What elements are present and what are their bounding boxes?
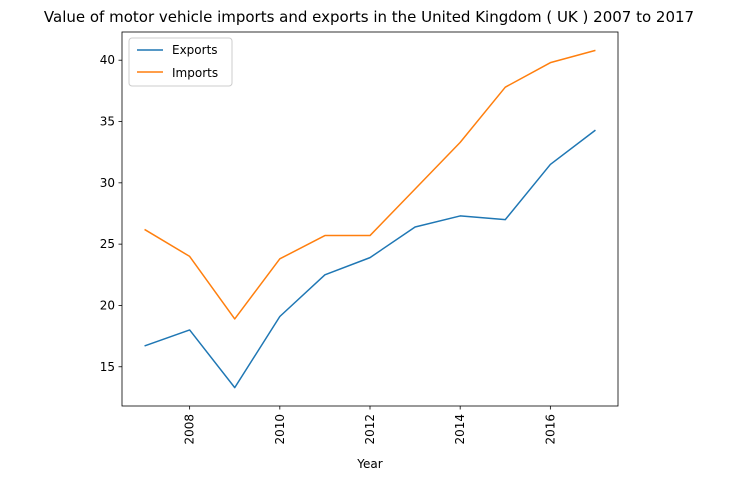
x-tick-label: 2010 (273, 414, 287, 445)
x-tick-label: 2008 (183, 414, 197, 445)
y-tick-label: 40 (100, 53, 115, 67)
plot-area (121, 31, 619, 407)
chart-title: Value of motor vehicle imports and expor… (44, 8, 694, 26)
x-axis-label: Year (356, 457, 382, 471)
x-tick-label: 2016 (543, 414, 557, 445)
y-axis: 15 20 25 30 35 40 (100, 53, 122, 374)
y-tick-label: 30 (100, 176, 115, 190)
x-tick-label: 2012 (363, 414, 377, 445)
x-axis: 2008 2010 2012 2014 2016 (183, 406, 557, 445)
legend-label-imports: Imports (172, 66, 218, 80)
series-layer (144, 49, 596, 389)
x-tick-label: 2014 (453, 414, 467, 445)
y-tick-label: 20 (100, 298, 115, 312)
y-tick-label: 25 (100, 237, 115, 251)
series-line-imports (144, 49, 596, 320)
legend-label-exports: Exports (172, 43, 218, 57)
y-tick-label: 15 (100, 360, 115, 374)
series-line-exports (144, 129, 596, 389)
y-tick-label: 35 (100, 115, 115, 129)
legend: Exports Imports (128, 37, 233, 87)
